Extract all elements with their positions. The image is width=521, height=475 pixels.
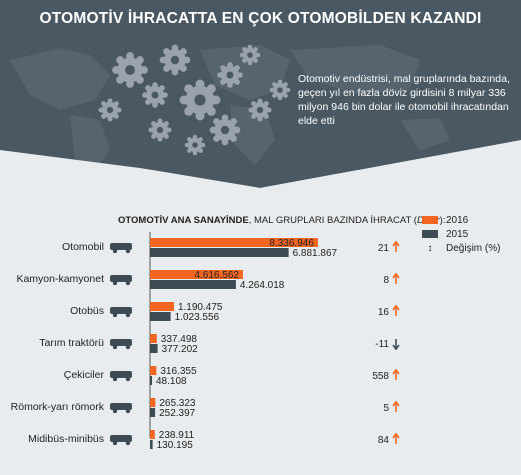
category-label: Otomobil xyxy=(62,241,104,253)
value-label-2015: 1.023.556 xyxy=(175,312,220,323)
change-label: -11 xyxy=(375,339,389,350)
value-label-2015: 6.881.867 xyxy=(293,248,338,259)
gear-icon xyxy=(269,79,291,101)
arrow-up-icon xyxy=(392,240,400,252)
legend-label-change: Değişim (%) xyxy=(446,242,501,254)
bar-2015 xyxy=(150,248,289,257)
category-label: Römork-yarı römork xyxy=(11,401,105,413)
bar-2016 xyxy=(150,430,155,439)
gear-icon xyxy=(142,82,168,108)
value-label-2015: 377.202 xyxy=(162,344,199,355)
gear-icon xyxy=(184,134,206,156)
header-banner: OTOMOTİV İHRACATTA EN ÇOK OTOMOBİLDEN KA… xyxy=(0,0,521,192)
trailer-icon xyxy=(110,403,132,414)
value-label-2015: 252.397 xyxy=(159,408,196,419)
legend-item-2015: 2015 xyxy=(422,227,500,241)
chart-title: OTOMOTİV ANA SANAYİNDE, MAL GRUPLARI BAZ… xyxy=(118,215,445,226)
intro-text: Otomotiv endüstrisi, mal gruplarında baz… xyxy=(298,73,510,127)
bar-2016 xyxy=(150,334,157,343)
value-label-2015: 4.264.018 xyxy=(240,280,285,291)
change-label: 84 xyxy=(378,435,390,446)
car-icon xyxy=(110,243,132,254)
legend-swatch-2016 xyxy=(422,216,438,224)
gear-icon xyxy=(159,44,191,76)
arrow-up-icon xyxy=(392,400,400,412)
arrow-up-icon xyxy=(392,432,400,444)
chart-title-end: ): xyxy=(439,215,446,226)
category-label: Midibüs-minibüs xyxy=(28,433,104,445)
gear-icon xyxy=(248,98,272,122)
page-title: OTOMOTİV İHRACATTA EN ÇOK OTOMOBİLDEN KA… xyxy=(39,10,482,27)
category-label: Çekiciler xyxy=(64,369,105,381)
bar-2015 xyxy=(150,344,158,353)
arrow-up-icon xyxy=(392,368,400,380)
value-label-2016: 316.355 xyxy=(160,366,197,377)
up-down-arrow-icon: ↕ xyxy=(427,242,433,254)
gear-icon xyxy=(179,79,221,121)
bar-2016 xyxy=(150,302,174,311)
value-label-2016: 8.336.946 xyxy=(269,238,314,249)
value-label-2016: 1.190.475 xyxy=(178,302,223,313)
gear-icon xyxy=(239,44,261,66)
value-label-2016: 238.911 xyxy=(159,430,195,441)
value-label-2016: 4.616.562 xyxy=(194,270,239,281)
arrow-down-icon xyxy=(392,339,400,351)
gear-icon xyxy=(112,52,148,88)
bar-2016 xyxy=(150,398,156,407)
gear-icon xyxy=(209,114,241,146)
change-label: 558 xyxy=(372,371,389,382)
chart-title-normal: , MAL GRUPLARI BAZINDA İHRACAT ( xyxy=(248,215,417,226)
change-label: 8 xyxy=(383,275,389,286)
category-label: Kamyon-kamyonet xyxy=(16,273,104,285)
gear-icon xyxy=(98,98,122,122)
arrow-up-icon xyxy=(392,304,400,316)
category-label: Tarım traktörü xyxy=(39,337,104,349)
legend-item-change: ↕ Değişim (%) xyxy=(422,241,501,255)
value-label-2016: 337.498 xyxy=(161,334,198,345)
legend: 2016 2015 ↕ Değişim (%) xyxy=(422,213,500,255)
category-label: Otobüs xyxy=(70,305,104,317)
chart-title-bold: OTOMOTİV ANA SANAYİNDE xyxy=(118,215,249,226)
change-label: 16 xyxy=(378,307,390,318)
bar-2016 xyxy=(150,238,318,247)
bus-icon xyxy=(110,307,132,318)
arrow-up-icon xyxy=(392,272,400,284)
change-label: 21 xyxy=(378,243,390,254)
value-label-2016: 265.323 xyxy=(159,398,196,409)
bar-2015 xyxy=(150,312,171,321)
legend-label-2016: 2016 xyxy=(446,214,469,226)
value-label-2015: 130.195 xyxy=(157,440,194,451)
minibus-icon xyxy=(110,435,132,446)
value-label-2015: 48.108 xyxy=(156,376,187,387)
bar-2016 xyxy=(150,366,157,375)
truck-icon xyxy=(110,275,132,286)
chart-area: Otomobil 8.336.946 6.881.867 21 Kamyon-kamyo… xyxy=(0,170,521,475)
bar-2015 xyxy=(150,440,153,449)
gear-icon xyxy=(148,118,172,142)
bar-2016 xyxy=(150,270,243,279)
tow-truck-icon xyxy=(110,371,132,382)
legend-label-2015: 2015 xyxy=(446,228,469,240)
gear-icon xyxy=(217,62,243,88)
tractor-icon xyxy=(110,339,132,350)
bar-2015 xyxy=(150,376,152,385)
change-label: 5 xyxy=(383,403,389,414)
legend-item-2016: 2016 xyxy=(422,213,500,227)
bar-2015 xyxy=(150,408,156,417)
bar-2015 xyxy=(150,280,236,289)
legend-swatch-2015 xyxy=(422,230,438,238)
